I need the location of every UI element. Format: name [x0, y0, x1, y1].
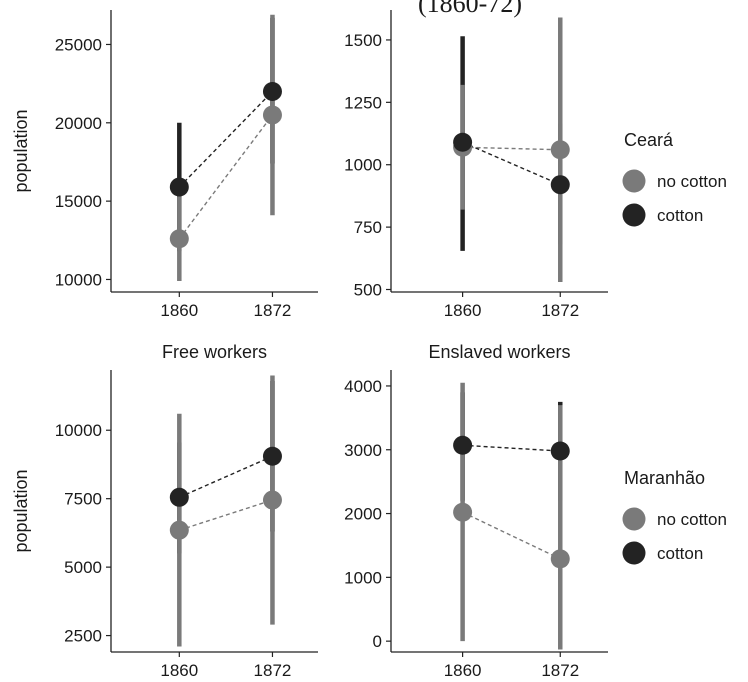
panel-title: Enslaved workers	[428, 342, 570, 362]
cotton-point	[453, 132, 473, 152]
legend-label: cotton	[657, 544, 703, 563]
panel-2: 500 750 1000 1250 1500 1860 1872	[344, 10, 608, 320]
y-tick-label: 3000	[344, 441, 382, 460]
no-cotton-point	[169, 520, 189, 540]
legend-swatch-cotton	[622, 541, 646, 565]
cotton-point	[169, 177, 189, 197]
panel-title: Free workers	[162, 342, 267, 362]
y-tick-label: 5000	[64, 558, 102, 577]
x-tick-label: 1860	[160, 301, 198, 320]
y-tick-label: 2000	[344, 505, 382, 524]
x-tick-label: 1872	[254, 661, 292, 680]
no-cotton-point	[550, 140, 570, 160]
legend-title: Ceará	[624, 130, 674, 150]
cotton-point	[550, 175, 570, 195]
cotton-point	[550, 441, 570, 461]
panel-3: 2500 5000 7500 10000 1860 1872 population Free …	[11, 342, 318, 680]
panel-1: 10000 15000 20000 25000 1860 1872 population	[11, 10, 318, 320]
x-tick-label: 1860	[160, 661, 198, 680]
legends: Ceará no cotton cotton Maranhão no cotton cot…	[622, 130, 727, 565]
x-tick-label: 1872	[541, 661, 579, 680]
cotton-trend-line	[178, 90, 273, 188]
no-cotton-trend-line	[462, 511, 561, 560]
x-tick-label: 1860	[444, 301, 482, 320]
legend-label: no cotton	[657, 510, 727, 529]
x-tick-label: 1872	[541, 301, 579, 320]
x-tick-label: 1872	[254, 301, 292, 320]
no-cotton-trend-line	[178, 114, 274, 240]
legend-title: Maranhão	[624, 468, 705, 488]
panel-4: 0 1000 2000 3000 4000 1860 1872 Enslaved worker…	[344, 342, 608, 680]
y-tick-label: 4000	[344, 377, 382, 396]
no-cotton-point	[453, 502, 473, 522]
no-cotton-point	[550, 549, 570, 569]
y-axis-title: population	[11, 109, 31, 192]
cotton-point	[262, 81, 282, 101]
legend-label: cotton	[657, 206, 703, 225]
legend-1: Ceará no cotton cotton	[622, 130, 727, 227]
cropped-header-fragment: (1860-72)	[418, 0, 522, 18]
legend-label: no cotton	[657, 172, 727, 191]
y-tick-label: 1000	[344, 156, 382, 175]
y-tick-label: 500	[354, 281, 382, 300]
no-cotton-point	[169, 229, 189, 249]
no-cotton-trend-line	[179, 499, 273, 531]
y-tick-label: 2500	[64, 627, 102, 646]
y-tick-label: 20000	[55, 114, 102, 133]
y-tick-label: 10000	[55, 421, 102, 440]
no-cotton-trend-line	[462, 146, 561, 151]
legend-swatch-cotton	[622, 203, 646, 227]
y-tick-label: 7500	[64, 490, 102, 509]
y-tick-label: 1500	[344, 31, 382, 50]
y-axis-title: population	[11, 469, 31, 552]
cotton-point	[169, 487, 189, 507]
x-tick-label: 1860	[444, 661, 482, 680]
y-tick-label: 750	[354, 218, 382, 237]
cotton-trend-line	[462, 141, 561, 186]
y-tick-label: 10000	[55, 270, 102, 289]
y-tick-label: 25000	[55, 35, 102, 54]
y-tick-label: 1250	[344, 93, 382, 112]
cotton-trend-line	[462, 444, 561, 452]
cotton-trend-line	[179, 455, 273, 498]
no-cotton-point	[262, 490, 282, 510]
cotton-point	[262, 446, 282, 466]
legend-swatch-no-cotton	[622, 169, 646, 193]
y-tick-label: 0	[373, 632, 382, 651]
y-tick-label: 1000	[344, 568, 382, 587]
legend-2: Maranhão no cotton cotton	[622, 468, 727, 565]
no-cotton-point	[262, 105, 282, 125]
legend-swatch-no-cotton	[622, 507, 646, 531]
y-tick-label: 15000	[55, 192, 102, 211]
cotton-point	[453, 435, 473, 455]
